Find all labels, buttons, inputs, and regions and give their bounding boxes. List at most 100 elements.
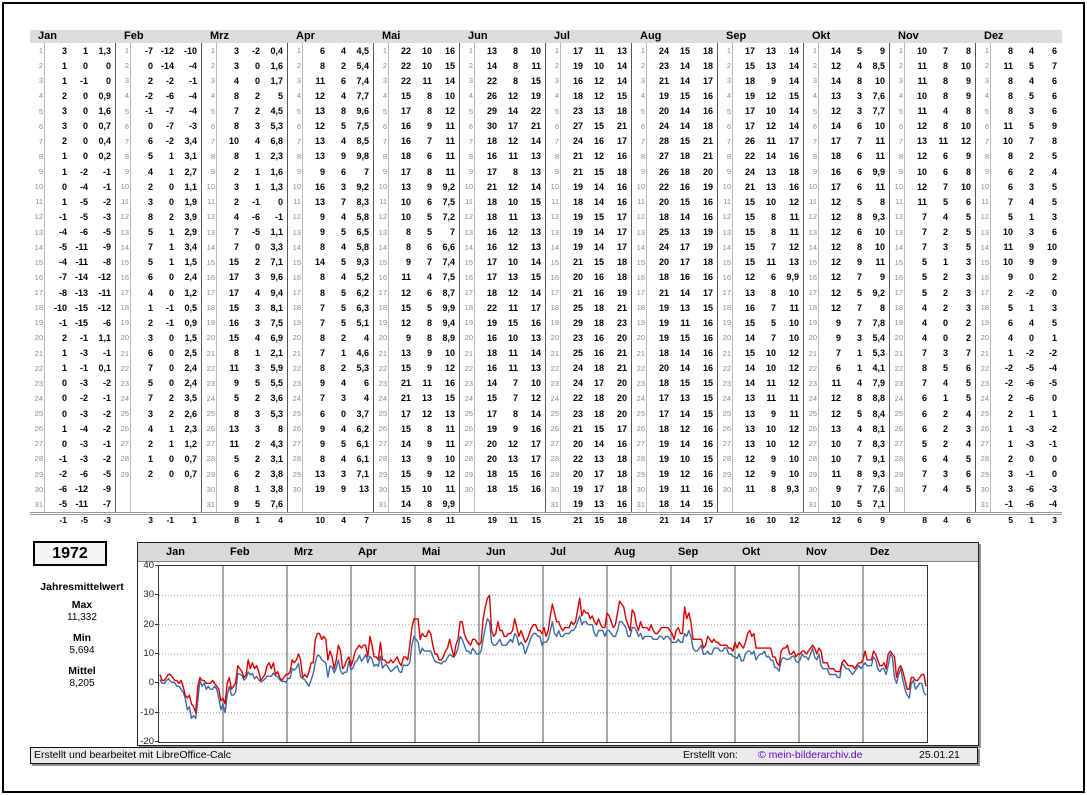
day-number: 3 [374,73,389,89]
cell-value: 6 [147,272,153,283]
day-number: 3 [30,73,45,89]
y-axis-label: 0 [148,677,154,689]
cell-value: -6 [165,90,174,101]
day-number: 21 [976,345,991,361]
cell-value: 16 [702,348,713,359]
cell-value: 8 [426,499,432,510]
table-row: 16 -7 -14 -12 [30,269,115,285]
cell-value: 9,3 [872,469,885,480]
table-row: 8 16 11 13 [460,148,545,164]
day-number: 22 [546,360,561,376]
cell-value: 0 [61,393,67,404]
cell-value: 8 [770,484,776,495]
cell-value: 8 [319,60,325,71]
day-number: 25 [976,406,991,422]
chart-month-label: Sep [678,546,699,558]
cell-value: 18 [616,272,627,283]
cell-value: 18 [593,408,604,419]
cell-value: -3 [79,438,88,449]
cell-value: 13 [744,423,755,434]
table-row: 12 19 15 17 [546,209,631,225]
table-row: 5 17 10 14 [718,103,803,119]
cell-value: 19 [486,423,497,434]
day-number: 14 [890,239,905,255]
cell-value: 19 [658,90,669,101]
table-row: 17 21 14 17 [632,285,717,301]
table-row: 30 18 15 16 [460,481,545,497]
cell-value: 12 [830,60,841,71]
cell-value: 24 [744,166,755,177]
cell-value: 3 [61,121,67,132]
cell-value: 18 [658,378,669,389]
cell-value: 20 [616,378,627,389]
cell-value: 15 [702,408,713,419]
table-row: 28 13 9 10 [374,451,459,467]
cell-value: 8 [233,348,239,359]
day-number: 5 [804,103,819,119]
cell-value: 14 [830,75,841,86]
cell-value: 10 [830,438,841,449]
table-row: 30 7 4 5 [890,481,975,497]
table-row: 9 10 6 8 [890,164,975,180]
table-row: 3 11 8 9 [890,73,975,89]
y-axis-label: -20 [140,736,154,747]
footer-link[interactable]: © mein-bilderarchiv.de [758,749,863,761]
cell-value: 14 [444,75,455,86]
cell-value: 16 [744,302,755,313]
chart-month-label: Mrz [294,546,313,558]
cell-value: 15 [486,393,497,404]
cell-value: 15 [400,90,411,101]
cell-value: 17 [616,242,627,253]
cell-value: 2 [254,438,260,449]
month-header: Sep [718,30,804,43]
day-number: 28 [976,451,991,467]
table-row [288,496,373,512]
cell-value: 30 [486,121,497,132]
cell-value: 6 [426,287,432,298]
cell-value: 14 [530,181,541,192]
cell-value: 15 [679,136,690,147]
cell-value: 7 [319,302,325,313]
table-row: 30 19 9 13 [288,481,373,497]
cell-value: 8 [942,121,948,132]
day-number: 2 [718,58,733,74]
cell-value: 20 [658,257,669,268]
cell-value: 0,4 [98,136,111,147]
day-number: 6 [890,118,905,134]
table-row: 31 19 13 16 [546,496,631,512]
day-number: 18 [374,300,389,316]
cell-value: 22 [744,151,755,162]
cell-value: 11 [445,166,455,177]
cell-value: 4 [340,453,346,464]
table-row: 4 10 8 9 [890,88,975,104]
cell-value: 11 [1003,242,1013,253]
cell-value: 1 [942,393,948,404]
cell-value: 2 [1007,393,1013,404]
day-number: 21 [804,345,819,361]
table-row: 21 18 14 16 [632,345,717,361]
day-number: 25 [804,406,819,422]
table-row: 21 7 3 7 [890,345,975,361]
chart-month-label: Aug [614,546,636,558]
table-row: 25 0 -3 -2 [30,406,115,422]
cell-value: -9 [102,242,111,253]
cell-value: 14 [679,211,690,222]
day-number: 27 [632,436,647,452]
cell-value: 5,9 [270,363,283,374]
cell-value: -11 [98,287,111,298]
cell-value: 2,4 [184,378,197,389]
day-number: 18 [288,300,303,316]
month-mean-value: 10 [315,515,325,526]
cell-value: 10 [1002,136,1013,147]
table-row: 9 1 -2 -1 [30,164,115,180]
cell-value: -2 [144,90,153,101]
cell-value: 4 [340,136,346,147]
cell-value: 1 [254,151,260,162]
day-number: 8 [374,148,389,164]
cell-value: 19 [314,484,325,495]
cell-value: 10 [765,363,776,374]
cell-value: 13 [830,423,841,434]
table-row: 9 2 1 1,6 [202,164,287,180]
cell-value: 9,9 [442,499,455,510]
cell-value: 0 [1028,332,1034,343]
